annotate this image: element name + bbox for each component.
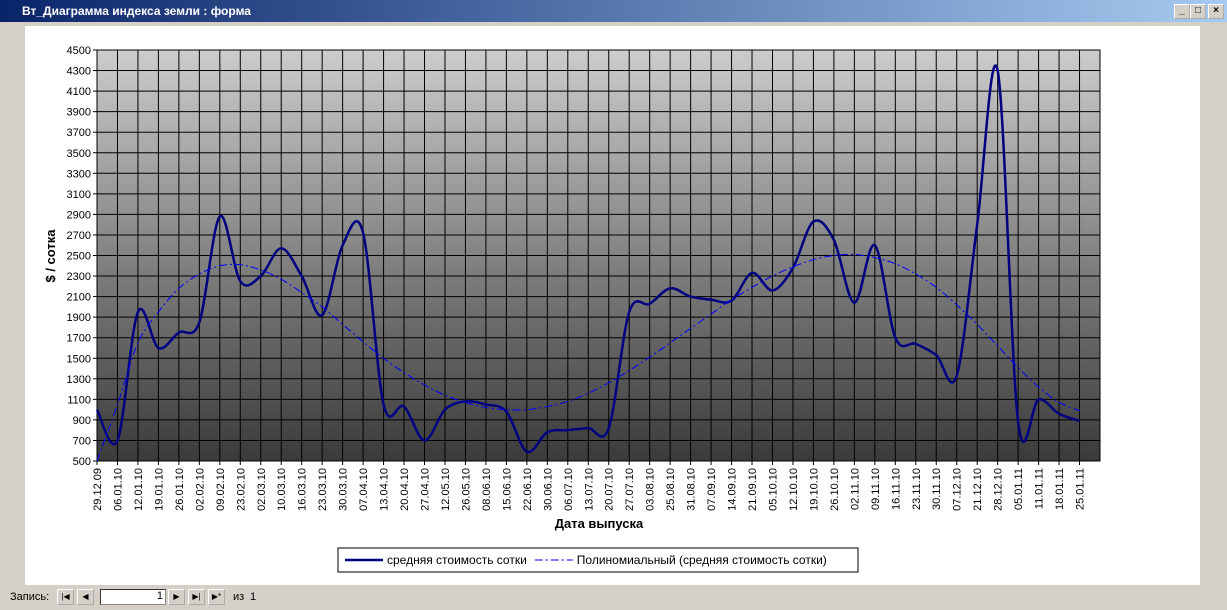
y-tick-label: 1300 <box>67 374 91 386</box>
x-tick-label: 19.10.10 <box>808 468 820 511</box>
x-tick-label: 20.07.10 <box>604 468 616 511</box>
x-tick-label: 07.09.10 <box>706 468 718 511</box>
y-tick-label: 4300 <box>67 66 91 78</box>
nav-of: из <box>233 591 245 603</box>
legend-label: Полиномиальный (средняя стоимость сотки) <box>577 553 827 567</box>
y-tick-label: 1900 <box>67 312 91 324</box>
x-tick-label: 21.09.10 <box>747 468 759 511</box>
maximize[interactable]: □ <box>1190 4 1206 19</box>
x-tick-label: 25.08.10 <box>665 468 677 511</box>
x-tick-label: 16.03.10 <box>297 468 309 511</box>
x-tick-label: 23.02.10 <box>235 468 247 511</box>
x-tick-label: 30.11.10 <box>931 468 943 510</box>
first-record[interactable]: |◀ <box>57 589 74 605</box>
x-tick-label: 16.11.10 <box>890 468 902 510</box>
x-tick-label: 27.04.10 <box>420 468 432 511</box>
record-number[interactable]: 1 <box>100 589 166 605</box>
x-tick-label: 07.12.10 <box>952 468 964 511</box>
x-tick-label: 26.01.10 <box>174 468 186 511</box>
y-tick-label: 1100 <box>67 394 91 406</box>
x-tick-label: 12.10.10 <box>788 468 800 511</box>
y-tick-label: 4100 <box>67 86 91 98</box>
title-bar: Вт_Диаграмма индекса земли : форма _ □ × <box>0 0 1227 22</box>
new-record[interactable]: ▶* <box>208 589 225 605</box>
y-tick-label: 3100 <box>67 189 91 201</box>
legend-box <box>337 547 859 573</box>
last-record[interactable]: ▶| <box>188 589 205 605</box>
x-tick-label: 23.03.10 <box>317 468 329 511</box>
x-tick-label: 11.01.11 <box>1034 468 1046 509</box>
y-tick-label: 2700 <box>67 230 91 242</box>
y-tick-label: 3500 <box>67 148 91 160</box>
x-tick-label: 13.07.10 <box>583 468 595 511</box>
y-tick-label: 4500 <box>67 45 91 57</box>
x-tick-label: 23.11.10 <box>911 468 923 510</box>
y-axis-title: $ / сотка <box>43 229 58 283</box>
nav-label: Запись: <box>10 591 50 603</box>
y-tick-label: 1500 <box>67 353 91 365</box>
x-tick-label: 30.03.10 <box>338 468 350 511</box>
x-tick-label: 06.07.10 <box>563 468 575 511</box>
y-tick-label: 2100 <box>67 292 91 304</box>
x-tick-label: 15.06.10 <box>501 468 513 511</box>
window-title: Вт_Диаграмма индекса земли : форма <box>22 4 251 18</box>
x-tick-label: 27.07.10 <box>624 468 636 511</box>
x-axis-title: Дата выпуска <box>555 516 644 531</box>
y-tick-label: 700 <box>73 435 91 447</box>
prev-record[interactable]: ◀ <box>77 589 94 605</box>
x-tick-label: 28.12.10 <box>993 468 1005 511</box>
x-tick-label: 20.04.10 <box>399 468 411 511</box>
chart-area: $ / сотка Дата выпуска 29.12.09 06.01.10 1… <box>25 26 1200 585</box>
y-tick-label: 2900 <box>67 209 91 221</box>
x-tick-label: 02.03.10 <box>256 468 268 511</box>
x-tick-label: 18.01.11 <box>1054 468 1066 510</box>
x-tick-label: 05.01.11 <box>1013 468 1025 510</box>
x-tick-label: 26.05.10 <box>460 468 472 511</box>
x-tick-label: 09.11.10 <box>870 468 882 510</box>
x-tick-label: 22.06.10 <box>522 468 534 511</box>
x-tick-label: 31.08.10 <box>686 468 698 511</box>
x-tick-label: 03.08.10 <box>645 468 657 511</box>
x-tick-label: 12.05.10 <box>440 468 452 511</box>
y-tick-label: 1700 <box>67 333 91 345</box>
x-tick-label: 13.04.10 <box>379 468 391 511</box>
x-tick-label: 21.12.10 <box>972 468 984 511</box>
nav-total: 1 <box>250 591 257 603</box>
x-tick-label: 12.01.10 <box>133 468 145 511</box>
y-tick-label: 3900 <box>67 107 91 119</box>
x-tick-label: 25.01.11 <box>1075 468 1087 510</box>
chart: $ / сотка Дата выпуска 29.12.09 06.01.10 1… <box>43 45 1101 573</box>
x-tick-label: 08.06.10 <box>481 468 493 511</box>
x-tick-label: 26.10.10 <box>829 468 841 511</box>
x-tick-label: 10.03.10 <box>276 468 288 511</box>
y-tick-label: 2300 <box>67 271 91 283</box>
data-line <box>95 64 1080 454</box>
close[interactable]: × <box>1208 4 1224 19</box>
y-tick-label: 3700 <box>67 127 91 139</box>
x-tick-label: 02.11.10 <box>849 468 861 510</box>
y-tick-label: 900 <box>73 415 91 427</box>
x-tick-label: 05.10.10 <box>767 468 779 511</box>
record-navigator: Запись: |◀ ◀ 1 ▶ ▶| ▶* из 1 <box>0 588 1227 608</box>
next-record[interactable]: ▶ <box>168 589 185 605</box>
x-tick-label: 02.02.10 <box>194 468 206 511</box>
y-tick-label: 3300 <box>67 168 91 180</box>
x-tick-label: 07.04.10 <box>358 468 370 511</box>
y-tick-label: 500 <box>73 456 91 468</box>
minimize[interactable]: _ <box>1174 4 1190 19</box>
y-tick-label: 2500 <box>67 251 91 263</box>
x-tick-label: 29.12.09 <box>92 468 104 511</box>
x-tick-label: 06.01.10 <box>112 468 124 511</box>
x-tick-label: 19.01.10 <box>153 468 165 511</box>
x-tick-label: 09.02.10 <box>215 468 227 511</box>
legend-label: средняя стоимость сотки <box>387 553 527 567</box>
x-tick-label: 30.06.10 <box>542 468 554 511</box>
x-tick-label: 14.09.10 <box>727 468 739 511</box>
